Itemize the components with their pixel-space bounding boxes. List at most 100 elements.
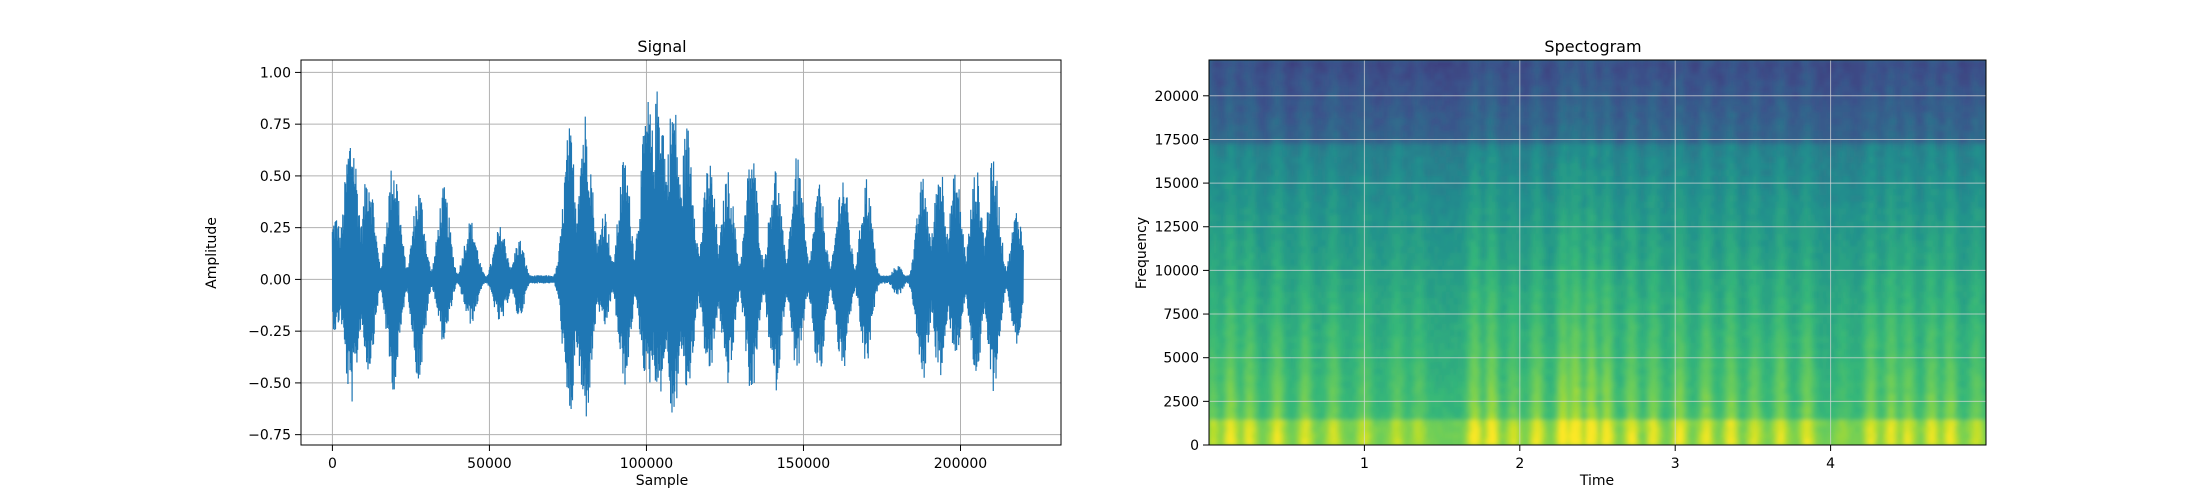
spectrogram-cell bbox=[1504, 252, 1509, 260]
spectrogram-cell bbox=[1488, 387, 1494, 395]
spectrogram-cell bbox=[1236, 297, 1241, 305]
spectrogram-cell bbox=[1395, 335, 1400, 343]
spectrogram-cell bbox=[1461, 355, 1467, 363]
spectrogram-cell bbox=[1333, 169, 1338, 177]
spectrogram-cell bbox=[1317, 188, 1323, 196]
spectrogram-cell bbox=[1418, 297, 1424, 305]
spectrogram-cell bbox=[1508, 220, 1513, 228]
spectrogram-cell bbox=[1290, 355, 1296, 363]
spectrogram-cell bbox=[1352, 143, 1358, 151]
spectrogram-cell bbox=[1236, 246, 1241, 254]
spectrogram-cell bbox=[1465, 316, 1470, 324]
spectrogram-cell bbox=[1302, 425, 1307, 433]
spectrogram-cell bbox=[1418, 188, 1424, 196]
spectrogram-cell bbox=[1379, 419, 1385, 427]
spectrogram-cell bbox=[1259, 181, 1264, 189]
spectrogram-cell bbox=[1255, 265, 1261, 273]
spectrogram-cell bbox=[1508, 162, 1513, 170]
spectrogram-cell bbox=[1457, 291, 1463, 299]
spectrogram-cell bbox=[1391, 117, 1397, 125]
spectrogram-cell bbox=[1418, 387, 1424, 395]
spectrogram-cell bbox=[1360, 201, 1365, 209]
spectrogram-cell bbox=[1263, 368, 1268, 376]
spectrogram-cell bbox=[1376, 246, 1381, 254]
spectrogram-cell bbox=[1438, 271, 1443, 279]
spectrogram-cell bbox=[1313, 111, 1319, 119]
spectrogram-cell bbox=[1282, 271, 1288, 279]
spectrogram-cell bbox=[1317, 98, 1323, 106]
spectrogram-cell bbox=[1399, 406, 1404, 414]
spectrogram-cell bbox=[1504, 342, 1509, 350]
spectrogram-cell bbox=[1251, 323, 1257, 331]
spectrogram-cell bbox=[1480, 348, 1486, 356]
spectrogram-cell bbox=[1247, 348, 1253, 356]
spectrogram-cell bbox=[1321, 246, 1327, 254]
spectrogram-cell bbox=[1465, 207, 1470, 215]
spectrogram-cell bbox=[1372, 342, 1377, 350]
spectrogram-cell bbox=[1399, 438, 1404, 445]
spectrogram-cell bbox=[1209, 323, 1214, 331]
spectrogram-cell bbox=[1426, 188, 1432, 196]
spectrogram-cell bbox=[1368, 162, 1373, 170]
spectrogram-cell bbox=[1426, 438, 1432, 445]
spectrogram-cell bbox=[1286, 393, 1292, 401]
spectrogram-cell bbox=[1387, 201, 1393, 209]
spectrogram-cell bbox=[1317, 66, 1323, 74]
spectrogram-cell bbox=[1240, 265, 1245, 273]
spectrogram-cell bbox=[1473, 72, 1478, 80]
spectrogram-cell bbox=[1228, 79, 1233, 87]
spectrogram-cell bbox=[1411, 291, 1416, 299]
spectrogram-cell bbox=[1310, 316, 1315, 324]
spectrogram-cell bbox=[1282, 85, 1288, 93]
spectrogram-cell bbox=[1403, 361, 1408, 369]
spectrogram-cell bbox=[1236, 117, 1241, 125]
spectrogram-cell bbox=[1333, 291, 1338, 299]
spectrogram-cell bbox=[1414, 207, 1420, 215]
spectrogram-cell bbox=[1236, 143, 1241, 151]
spectrogram-cell bbox=[1282, 297, 1288, 305]
spectrogram-cell bbox=[1438, 387, 1443, 395]
spectrogram-cell bbox=[1492, 412, 1498, 420]
spectrogram-cell bbox=[1426, 348, 1432, 356]
spectrogram-cell bbox=[1387, 194, 1393, 202]
spectrogram-cell bbox=[1418, 335, 1424, 343]
spectrogram-cell bbox=[1341, 226, 1346, 234]
spectrogram-cell bbox=[1329, 438, 1334, 445]
spectrogram-cell bbox=[1500, 303, 1505, 311]
spectrogram-cell bbox=[1275, 400, 1280, 408]
spectrogram-cell bbox=[1236, 406, 1241, 414]
spectrogram-cell bbox=[1313, 355, 1319, 363]
spectrogram-cell bbox=[1465, 406, 1470, 414]
spectrogram-cell bbox=[1325, 419, 1331, 427]
spectrogram-cell bbox=[1395, 323, 1400, 331]
spectrogram-cell bbox=[1224, 175, 1230, 183]
spectrogram-cell bbox=[1236, 194, 1241, 202]
spectrogram-cell bbox=[1512, 181, 1517, 189]
spectrogram-cell bbox=[1504, 335, 1509, 343]
spectrogram-cell bbox=[1341, 220, 1346, 228]
spectrogram-cell bbox=[1496, 130, 1501, 138]
spectrogram-cell bbox=[1480, 149, 1486, 157]
spectrogram-cell bbox=[1220, 374, 1226, 382]
spectrogram-cell bbox=[1286, 162, 1292, 170]
spectrogram-cell bbox=[1275, 194, 1280, 202]
spectrogram-cell bbox=[1496, 412, 1501, 420]
spectrogram-cell bbox=[1352, 72, 1358, 80]
spectrogram-cell bbox=[1310, 323, 1315, 331]
spectrogram-cell bbox=[1306, 156, 1311, 164]
spectrogram-cell bbox=[1267, 233, 1272, 241]
spectrogram-cell bbox=[1247, 233, 1253, 241]
spectrogram-cell bbox=[1267, 271, 1272, 279]
spectrogram-cell bbox=[1465, 226, 1470, 234]
spectrogram-cell bbox=[1523, 278, 1529, 286]
spectrogram-cell bbox=[1352, 297, 1358, 305]
spectrogram-cell bbox=[1259, 380, 1264, 388]
spectrogram-cell bbox=[1500, 104, 1505, 112]
spectrogram-cell bbox=[1496, 66, 1501, 74]
spectrogram-cell bbox=[1275, 220, 1280, 228]
spectrogram-cell bbox=[1465, 124, 1470, 132]
spectrogram-cell bbox=[1364, 374, 1369, 382]
spectrogram-cell bbox=[1372, 72, 1377, 80]
spectrogram-cell bbox=[1352, 265, 1358, 273]
spectrogram-cell bbox=[1321, 387, 1327, 395]
